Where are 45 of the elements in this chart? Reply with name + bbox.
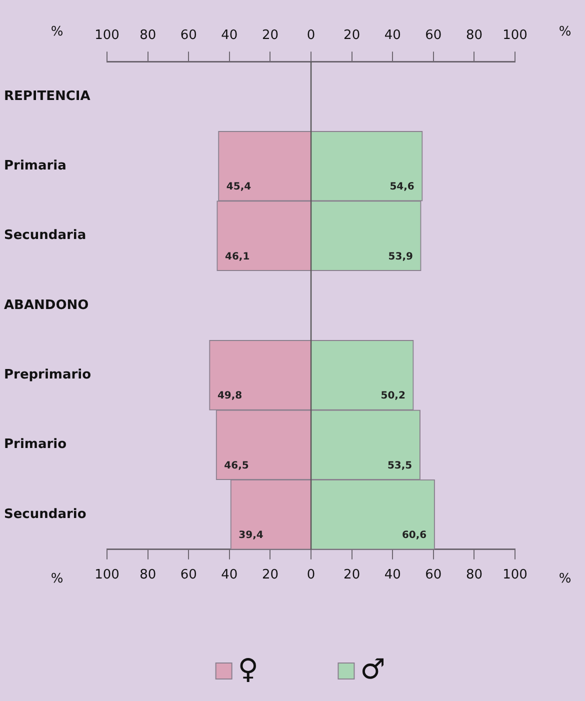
x-tick-label: 20: [262, 568, 278, 583]
x-tick-label: 0: [306, 568, 316, 583]
x-tick-label: 60: [425, 568, 442, 583]
data-label: 53,9: [388, 251, 413, 262]
x2-axis-title: %: [50, 24, 64, 40]
x-tick-label: 100: [502, 568, 528, 583]
x2-tick-label: 20: [344, 28, 360, 44]
x2-tick-label: 80: [140, 28, 156, 44]
data-label: 54,6: [390, 182, 414, 193]
x-tick-label: 40: [384, 568, 401, 583]
x2-tick-label: 0: [306, 28, 316, 44]
legend-label: ♂: [360, 652, 386, 686]
x-tick-label: 20: [344, 568, 360, 583]
y-tick-label: ABANDONO: [4, 298, 89, 313]
data-label: 53,5: [387, 460, 412, 472]
data-label: 49,8: [217, 390, 242, 402]
data-label: 60,6: [402, 530, 427, 541]
x-tick-label: 60: [180, 568, 197, 583]
x2-tick-label: 40: [384, 28, 401, 44]
text: %: [558, 24, 572, 40]
x-tick-label: 100: [94, 568, 120, 583]
x2-tick-label: 100: [502, 28, 528, 44]
x-tick-label: 80: [466, 568, 482, 583]
x2-tick-label: 80: [466, 28, 482, 44]
y-tick-label: Primario: [4, 437, 67, 452]
y-tick-label: Primaria: [4, 158, 66, 174]
legend-label: ♀: [238, 652, 258, 686]
data-label: 46,1: [224, 251, 250, 262]
x-tick-label: 40: [221, 568, 238, 583]
x2-tick-label: 20: [262, 28, 278, 44]
y-tick-label: Secundario: [4, 506, 86, 522]
data-label: 45,4: [226, 182, 252, 193]
text: %: [558, 571, 572, 586]
y-tick-label: Preprimario: [4, 368, 92, 383]
data-label: 50,2: [380, 390, 406, 402]
data-label: 46,5: [224, 460, 249, 472]
x-axis-title: %: [50, 571, 64, 586]
x-tick-label: 80: [140, 568, 156, 583]
x2-tick-label: 60: [425, 28, 442, 44]
x2-tick-label: 40: [221, 28, 238, 44]
y-tick-label: Secundaria: [4, 228, 86, 244]
x2-tick-label: 100: [94, 28, 120, 44]
data-label: 39,4: [238, 530, 264, 541]
y-tick-label: REPITENCIA: [4, 88, 90, 104]
x2-tick-label: 60: [180, 28, 197, 44]
